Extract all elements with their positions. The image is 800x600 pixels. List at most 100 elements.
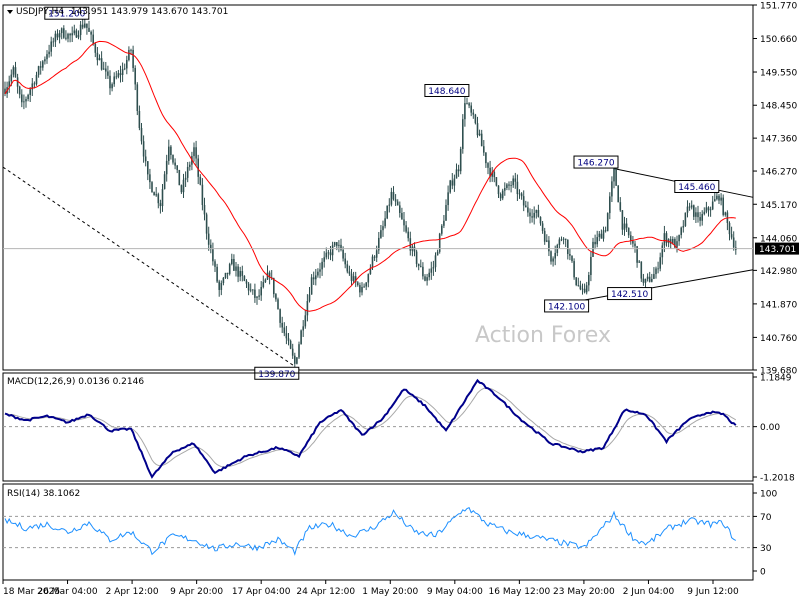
candle-body — [428, 272, 430, 278]
candle-body — [197, 158, 199, 177]
candle-body — [634, 243, 636, 247]
candle-body — [365, 282, 367, 287]
candle-body — [296, 357, 298, 364]
candle-body — [581, 288, 584, 290]
candle-body — [378, 237, 380, 251]
candle-body — [241, 270, 244, 276]
candle-body — [609, 196, 611, 214]
price-y-tick-label: 151.770 — [760, 2, 797, 12]
candle-body — [401, 212, 403, 220]
candle-body — [487, 163, 489, 168]
candle-body — [155, 194, 157, 196]
candle-body — [682, 225, 685, 228]
candle-body — [50, 41, 52, 52]
candle-body — [709, 209, 712, 211]
candle-body — [617, 185, 619, 203]
price-annotation: 145.460 — [674, 180, 720, 194]
x-axis-tick-label: 9 Jun 12:00 — [687, 587, 739, 597]
candle-body — [636, 246, 638, 263]
candle-body — [627, 227, 630, 236]
candle-body — [690, 205, 693, 208]
candle-body — [119, 73, 122, 76]
candle-body — [470, 105, 472, 113]
candle-body — [367, 274, 370, 283]
candle-body — [508, 184, 510, 186]
candle-body — [409, 238, 412, 251]
price-y-tick-label: 140.760 — [760, 334, 797, 344]
candle-body — [159, 203, 162, 207]
candle-body — [403, 219, 405, 226]
macd-polyline — [4, 378, 737, 479]
candle-body — [218, 281, 220, 290]
candle-body — [128, 49, 130, 60]
moving-average-line — [4, 40, 736, 312]
candle-body — [69, 33, 71, 36]
candle-body — [327, 252, 330, 254]
candle-body — [262, 282, 265, 288]
candle-body — [172, 155, 174, 163]
candle-body — [388, 204, 391, 206]
price-y-tick-label: 148.450 — [760, 102, 797, 112]
candle-body — [621, 210, 624, 230]
candle-body — [380, 230, 382, 238]
candle-body — [422, 266, 424, 277]
candle-body — [113, 76, 115, 85]
candle-body — [567, 239, 569, 255]
annotation-box — [424, 83, 470, 97]
candle-body — [231, 259, 233, 265]
candle-body — [399, 205, 401, 213]
candle-body — [436, 251, 439, 256]
candle-body — [655, 268, 657, 275]
candle-body — [77, 35, 80, 38]
candle-body — [714, 199, 716, 202]
candle-body — [596, 237, 598, 245]
candle-body — [300, 330, 302, 345]
candle-body — [138, 110, 141, 128]
annotation-box — [674, 180, 720, 194]
candle-body — [294, 355, 296, 364]
candle-body — [462, 119, 464, 149]
candle-body — [357, 282, 359, 286]
candle-body — [657, 268, 659, 270]
dropdown-triangle-icon[interactable] — [7, 10, 13, 14]
macd-y-tick-label: -1.2018 — [760, 474, 795, 484]
candle-body — [256, 296, 258, 298]
macd-title: MACD(12,26,9) 0.0136 0.2146 — [7, 377, 144, 387]
candle-body — [686, 206, 689, 213]
candle-body — [121, 69, 124, 76]
candle-body — [476, 123, 479, 136]
candle-body — [564, 238, 567, 240]
candle-body — [466, 103, 468, 104]
candle-body — [233, 259, 235, 271]
candle-body — [226, 272, 229, 274]
rsi-panel-frame — [2, 483, 754, 581]
candle-body — [308, 294, 311, 301]
candle-body — [716, 195, 718, 200]
candle-body — [4, 88, 6, 94]
candle-body — [623, 223, 626, 230]
candle-body — [707, 207, 710, 211]
x-axis-tick-label: 23 May 20:00 — [553, 587, 615, 597]
candle-body — [23, 101, 25, 103]
last-price-tag — [755, 242, 799, 255]
candle-body — [619, 202, 622, 211]
candle-body — [149, 174, 151, 183]
price-panel: Action Forex 143.701 151.200 148.640 146.2… — [2, 2, 799, 380]
candle-body — [491, 172, 493, 177]
candle-body — [193, 147, 195, 157]
candle-body — [58, 33, 61, 38]
candle-body — [321, 261, 323, 270]
candle-body — [732, 237, 735, 248]
candle-body — [285, 333, 288, 339]
candle-body — [562, 238, 565, 240]
candle-body — [98, 58, 101, 61]
candle-body — [170, 146, 172, 156]
candle-body — [718, 195, 720, 201]
candle-body — [88, 27, 90, 32]
candle-body — [228, 264, 231, 274]
candle-body — [434, 255, 437, 268]
candle-body — [478, 133, 481, 136]
candle-body — [71, 33, 73, 36]
candle-body — [516, 181, 519, 195]
candle-body — [258, 295, 260, 297]
